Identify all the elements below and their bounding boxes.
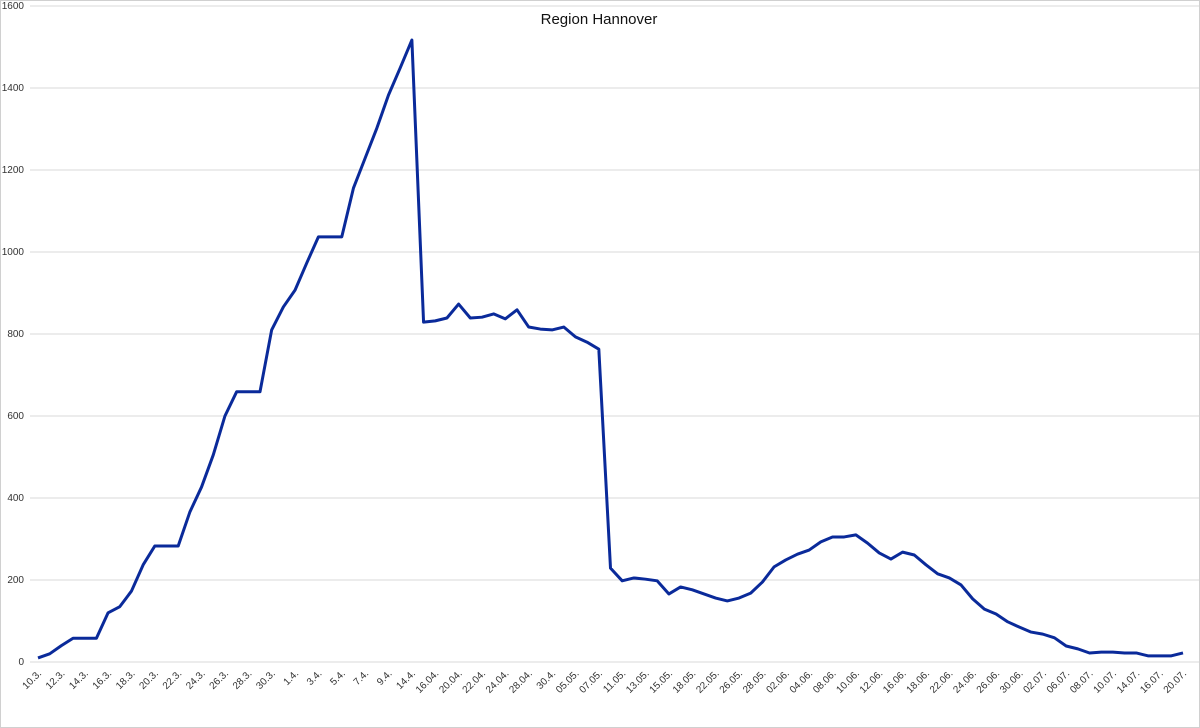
y-tick-label: 1200 [2,165,25,176]
y-tick-label: 0 [18,657,24,668]
y-tick-label: 1400 [2,83,25,94]
y-tick-label: 400 [7,493,24,504]
y-tick-label: 600 [7,411,24,422]
y-tick-label: 1000 [2,247,25,258]
chart-title: Region Hannover [541,11,658,28]
data-line [37,38,1184,660]
y-tick-label: 1600 [2,1,25,12]
y-tick-label: 800 [7,329,24,340]
y-tick-label: 200 [7,575,24,586]
